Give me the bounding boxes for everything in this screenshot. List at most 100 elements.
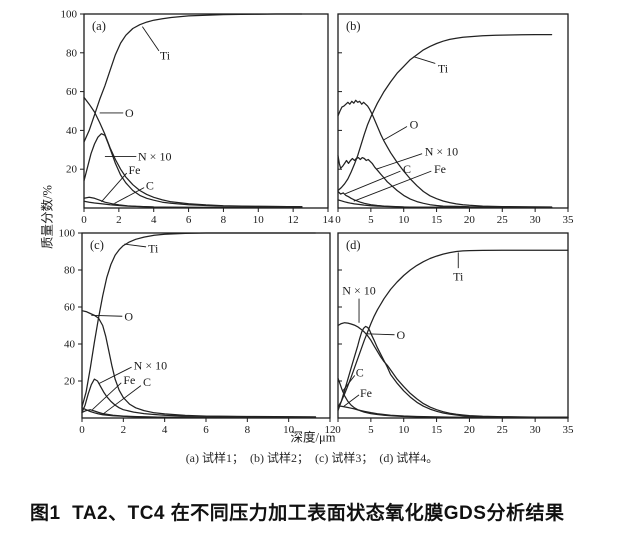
panel-b-leader-Ti (413, 56, 436, 64)
panel-c-y-tick-label: 100 (59, 228, 76, 240)
figure-title: 图1 TA2、TC4 在不同压力加工表面状态氧化膜GDS分析结果 (30, 503, 565, 524)
panel-c-leader-C (102, 385, 142, 415)
panel-b-curve-N×10 (337, 154, 553, 208)
panel-b-leader-Fe (353, 170, 432, 202)
panel-a-y-tick-label: 40 (66, 125, 78, 137)
panel-d-curve-Fe (337, 405, 569, 419)
panel-b-x-tick-label: 25 (497, 214, 509, 226)
panel-a-leader-C (114, 187, 145, 204)
panel-c-leader-Ti (124, 243, 147, 248)
panel-c-x-tick-label: 8 (245, 424, 251, 436)
panel-b-x-tick-label: 15 (431, 214, 443, 226)
panel-d-label-Ti: Ti (453, 269, 464, 283)
panel-c-label-O: O (124, 309, 133, 323)
subfigure-caption: (a) 试样1； (b) 试样2； (c) 试样3； (d) 试样4。 (185, 451, 439, 465)
panel-a-x-tick-label: 14 (323, 214, 335, 226)
panel-c-label-Ti: Ti (148, 242, 159, 256)
panel-a-curve-C (83, 200, 303, 209)
panel-c-y-tick-label: 80 (64, 265, 76, 277)
panel-c-leader-O (91, 314, 123, 317)
panel-b-label-C: C (403, 162, 411, 176)
panel-a-y-tick-label: 20 (66, 164, 78, 176)
panel-b-leader-C (345, 170, 401, 195)
panel-c-label-Fe: Fe (123, 373, 135, 387)
panel-c-curve-O (81, 310, 317, 418)
panel-c-x-tick-label: 6 (203, 424, 209, 436)
panel-d-x-tick-label: 20 (464, 424, 476, 436)
panel-d-label-N×10: N × 10 (342, 283, 375, 297)
panel-a-curve-O (83, 96, 303, 208)
panel-a-x-tick-label: 2 (116, 214, 122, 226)
panel-d-tag: (d) (346, 238, 361, 252)
panel-b-x-tick-label: 10 (398, 214, 410, 226)
panel-c-x-tick-label: 0 (79, 424, 85, 436)
panel-d-x-tick-label: 5 (368, 424, 374, 436)
panel-b-x-tick-label: 35 (563, 214, 575, 226)
panel-a-curve-Ti (83, 13, 303, 143)
panel-a-curve-N×10 (83, 133, 303, 208)
panel-a-label-Ti: Ti (160, 49, 171, 63)
panel-c-y-tick-label: 40 (64, 339, 76, 351)
panel-c-y-tick-label: 20 (64, 376, 76, 388)
panel-a-x-tick-label: 4 (151, 214, 157, 226)
panel-d-leader-Fe (343, 394, 360, 407)
panel-d: 0 5 10 15 20 25 30 35 (d) N × 10 O Ti C Fe (335, 232, 575, 436)
panel-d-curve-Ti (337, 249, 569, 408)
panel-a-x-tick-label: 10 (253, 214, 265, 226)
panel-c-x-tick-label: 12 (325, 424, 336, 436)
panel-b-curve-Ti (337, 33, 553, 192)
panel-a-tag: (a) (92, 19, 106, 33)
panel-d-curve-C (337, 377, 569, 419)
panel-d-leader-O (366, 333, 395, 336)
panel-c-x-tick-label: 4 (162, 424, 168, 436)
panel-a-y-tick-label: 80 (66, 47, 78, 59)
panel-a-x-tick-label: 12 (288, 214, 299, 226)
panel-b-leader-O (383, 126, 408, 141)
panel-c-label-C: C (143, 375, 151, 389)
panel-b-x-tick-label: 20 (464, 214, 476, 226)
panel-b-label-Ti: Ti (438, 61, 449, 75)
panel-a-label-Fe: Fe (128, 163, 140, 177)
panel-c-tag: (c) (90, 238, 104, 252)
panel-d-x-tick-label: 25 (497, 424, 509, 436)
panel-a-y-tick-label: 100 (61, 9, 78, 21)
panel-c-x-tick-label: 10 (283, 424, 295, 436)
panel-b-x-tick-label: 0 (335, 214, 341, 226)
panel-a-label-O: O (125, 106, 134, 120)
panel-b-x-tick-label: 30 (530, 214, 542, 226)
panel-b-curve-O (337, 99, 553, 208)
panel-b-label-N×10: N × 10 (425, 145, 458, 159)
panel-b-label-Fe: Fe (434, 162, 446, 176)
panel-a-x-tick-label: 0 (81, 214, 87, 226)
panel-d-label-Fe: Fe (360, 386, 372, 400)
panel-b: 0 5 10 15 20 25 30 35 (b) Ti O N × 10 C Fe (335, 13, 575, 226)
panel-d-x-tick-label: 10 (398, 424, 410, 436)
x-axis-label: 深度/μm (290, 430, 336, 445)
y-axis-label: 质量分数/% (40, 185, 55, 249)
panel-c-leader-N×10 (98, 366, 132, 385)
panel-b-tag: (b) (346, 19, 361, 33)
panel-d-curve-O (337, 322, 569, 418)
panel-a-leader-Fe (101, 172, 128, 203)
panel-b-leader-N×10 (375, 153, 423, 170)
panel-d-curve-N×10 (337, 325, 569, 418)
panel-c-curve-Ti (81, 232, 317, 408)
panel-d-x-tick-label: 35 (563, 424, 575, 436)
panel-b-x-tick-label: 5 (368, 214, 374, 226)
panel-a-x-tick-label: 8 (221, 214, 227, 226)
panel-c-x-tick-label: 2 (121, 424, 127, 436)
panel-c-curve-C (81, 407, 317, 419)
panel-c-label-N×10: N × 10 (134, 358, 167, 372)
panel-d-x-tick-label: 30 (530, 424, 542, 436)
panel-d-leader-C (341, 375, 356, 392)
panel-b-frame (337, 13, 569, 209)
panel-d-label-O: O (396, 328, 405, 342)
panel-a-label-N×10: N × 10 (138, 150, 171, 164)
panel-d-x-tick-label: 0 (335, 424, 341, 436)
panel-a-x-tick-label: 6 (186, 214, 192, 226)
panel-c-y-tick-label: 60 (64, 302, 76, 314)
panel-d-frame (337, 232, 569, 419)
